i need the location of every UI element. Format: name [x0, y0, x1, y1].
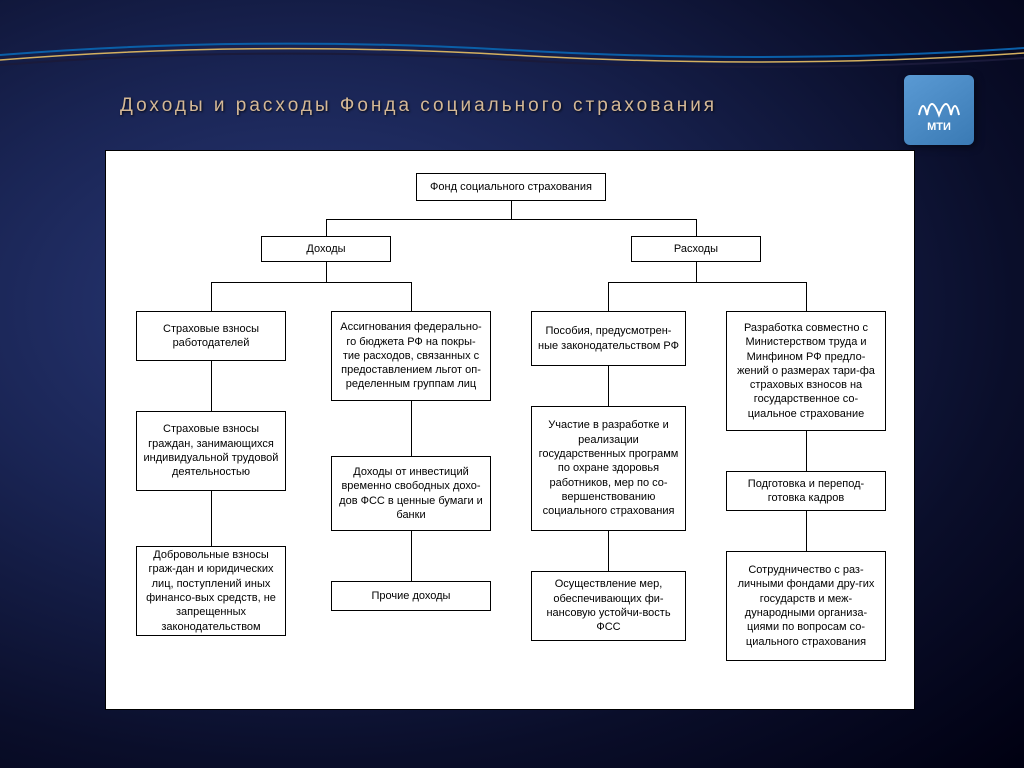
- income-left-0: Страховые взносы работодателей: [136, 311, 286, 361]
- connector: [806, 511, 807, 551]
- expense-left-2: Осуществление мер, обеспечивающих фи-нан…: [531, 571, 686, 641]
- expense-right-0: Разработка совместно с Министерством тру…: [726, 311, 886, 431]
- income-left-1: Страховые взносы граждан, занимающихся и…: [136, 411, 286, 491]
- connector: [806, 431, 807, 471]
- expense-left-0: Пособия, предусмотрен-ные законодательст…: [531, 311, 686, 366]
- expense-right-2: Сотрудничество с раз-личными фондами дру…: [726, 551, 886, 661]
- branch-box-0: Доходы: [261, 236, 391, 262]
- connector: [696, 262, 697, 282]
- decorative-swoosh: [0, 30, 1024, 75]
- mti-logo: МТИ: [904, 75, 974, 145]
- connector: [608, 366, 609, 406]
- income-left-2: Добровольные взносы граж-дан и юридическ…: [136, 546, 286, 636]
- root-box: Фонд социального страхования: [416, 173, 606, 201]
- branch-box-1: Расходы: [631, 236, 761, 262]
- expense-left-1: Участие в разработке и реализации госуда…: [531, 406, 686, 531]
- logo-text: МТИ: [927, 121, 951, 133]
- expense-right-1: Подготовка и перепод-готовка кадров: [726, 471, 886, 511]
- connector: [326, 262, 327, 282]
- connector: [511, 201, 512, 219]
- connector: [411, 401, 412, 456]
- connector: [211, 282, 411, 283]
- connector: [696, 219, 697, 236]
- connector: [608, 282, 806, 283]
- connector: [326, 219, 327, 236]
- income-right-2: Прочие доходы: [331, 581, 491, 611]
- connector: [608, 531, 609, 571]
- connector: [411, 282, 412, 311]
- org-diagram: Фонд социального страхования Доходы Расход…: [105, 150, 915, 710]
- logo-icon: [915, 87, 963, 119]
- connector: [806, 282, 807, 311]
- connector: [411, 531, 412, 581]
- connector: [211, 361, 212, 411]
- connector: [608, 282, 609, 311]
- income-right-0: Ассигнования федерально-го бюджета РФ на…: [331, 311, 491, 401]
- slide-title: Доходы и расходы Фонда социального страх…: [120, 95, 717, 117]
- connector: [211, 491, 212, 546]
- connector: [326, 219, 696, 220]
- income-right-1: Доходы от инвестиций временно свободных …: [331, 456, 491, 531]
- connector: [211, 282, 212, 311]
